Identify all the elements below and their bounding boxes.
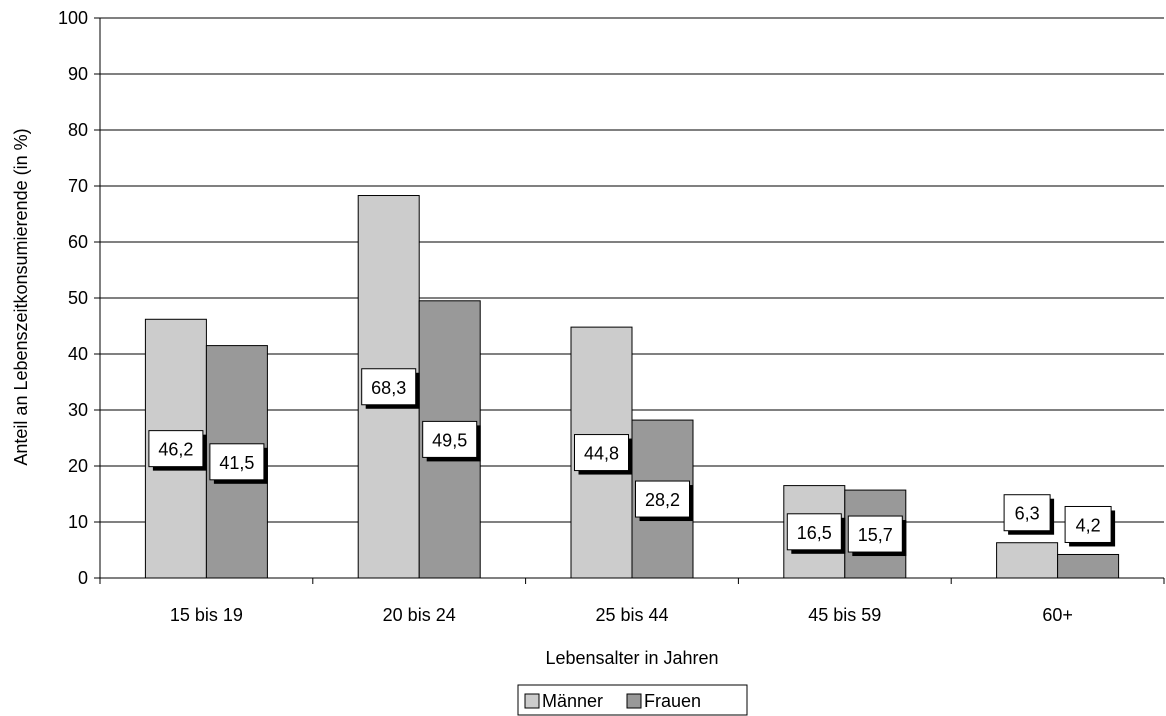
data-label-box	[1003, 494, 1051, 532]
y-tick-label: 30	[68, 400, 88, 420]
data-label-box	[635, 480, 690, 518]
x-tick-label: 25 bis 44	[595, 605, 668, 625]
bars	[144, 195, 1120, 579]
y-tick-label: 40	[68, 344, 88, 364]
data-label: 4,2	[1076, 515, 1101, 535]
y-tick-label: 0	[78, 568, 88, 588]
y-tick-label: 70	[68, 176, 88, 196]
legend: Männer Frauen	[517, 684, 748, 716]
data-label-box	[422, 420, 478, 458]
data-label-box	[361, 368, 417, 406]
y-axis-title: Anteil an Lebenszeitkonsumierende (in %)	[11, 128, 31, 465]
x-axis-title: Lebensalter in Jahren	[545, 648, 718, 668]
y-tick-labels: 0 10 20 30 40 50 60 70 80 90 100	[58, 8, 100, 588]
y-tick-label: 20	[68, 456, 88, 476]
y-tick-label: 50	[68, 288, 88, 308]
y-tick-label: 60	[68, 232, 88, 252]
x-tick-label: 15 bis 19	[170, 605, 243, 625]
data-label: 16,5	[797, 523, 832, 543]
legend-swatch-frauen	[626, 693, 642, 709]
data-label-box	[574, 434, 629, 472]
data-label: 68,3	[371, 378, 406, 398]
data-label: 49,5	[432, 430, 467, 450]
data-label-box	[1064, 505, 1112, 543]
legend-label-maenner: Männer	[542, 691, 603, 711]
x-tick-label: 45 bis 59	[808, 605, 881, 625]
data-label: 28,2	[645, 490, 680, 510]
y-tick-label: 10	[68, 512, 88, 532]
bar	[996, 542, 1059, 579]
data-label-box	[209, 443, 265, 481]
y-tick-label: 90	[68, 64, 88, 84]
bar	[1057, 553, 1120, 579]
x-tick-label: 60+	[1042, 605, 1073, 625]
legend-label-frauen: Frauen	[644, 691, 701, 711]
y-tick-label: 100	[58, 8, 88, 28]
y-tick-label: 80	[68, 120, 88, 140]
x-tick-labels: 15 bis 19 20 bis 24 25 bis 44 45 bis 59 60+	[99, 578, 1165, 625]
legend-swatch-maenner	[524, 693, 540, 709]
data-label: 44,8	[584, 444, 619, 464]
data-label: 6,3	[1015, 504, 1040, 524]
data-labels: 46,2 41,5 68,3 49,5 44,8 28,2 16,5 15,7 6,3 4,2	[148, 368, 1116, 557]
data-label-box	[786, 513, 842, 551]
data-label: 15,7	[858, 525, 893, 545]
data-label-box	[148, 430, 204, 468]
data-label: 41,5	[219, 453, 254, 473]
data-label-box	[847, 515, 903, 553]
x-tick-label: 20 bis 24	[383, 605, 456, 625]
data-label: 46,2	[158, 440, 193, 460]
grid-lines	[100, 17, 1164, 523]
